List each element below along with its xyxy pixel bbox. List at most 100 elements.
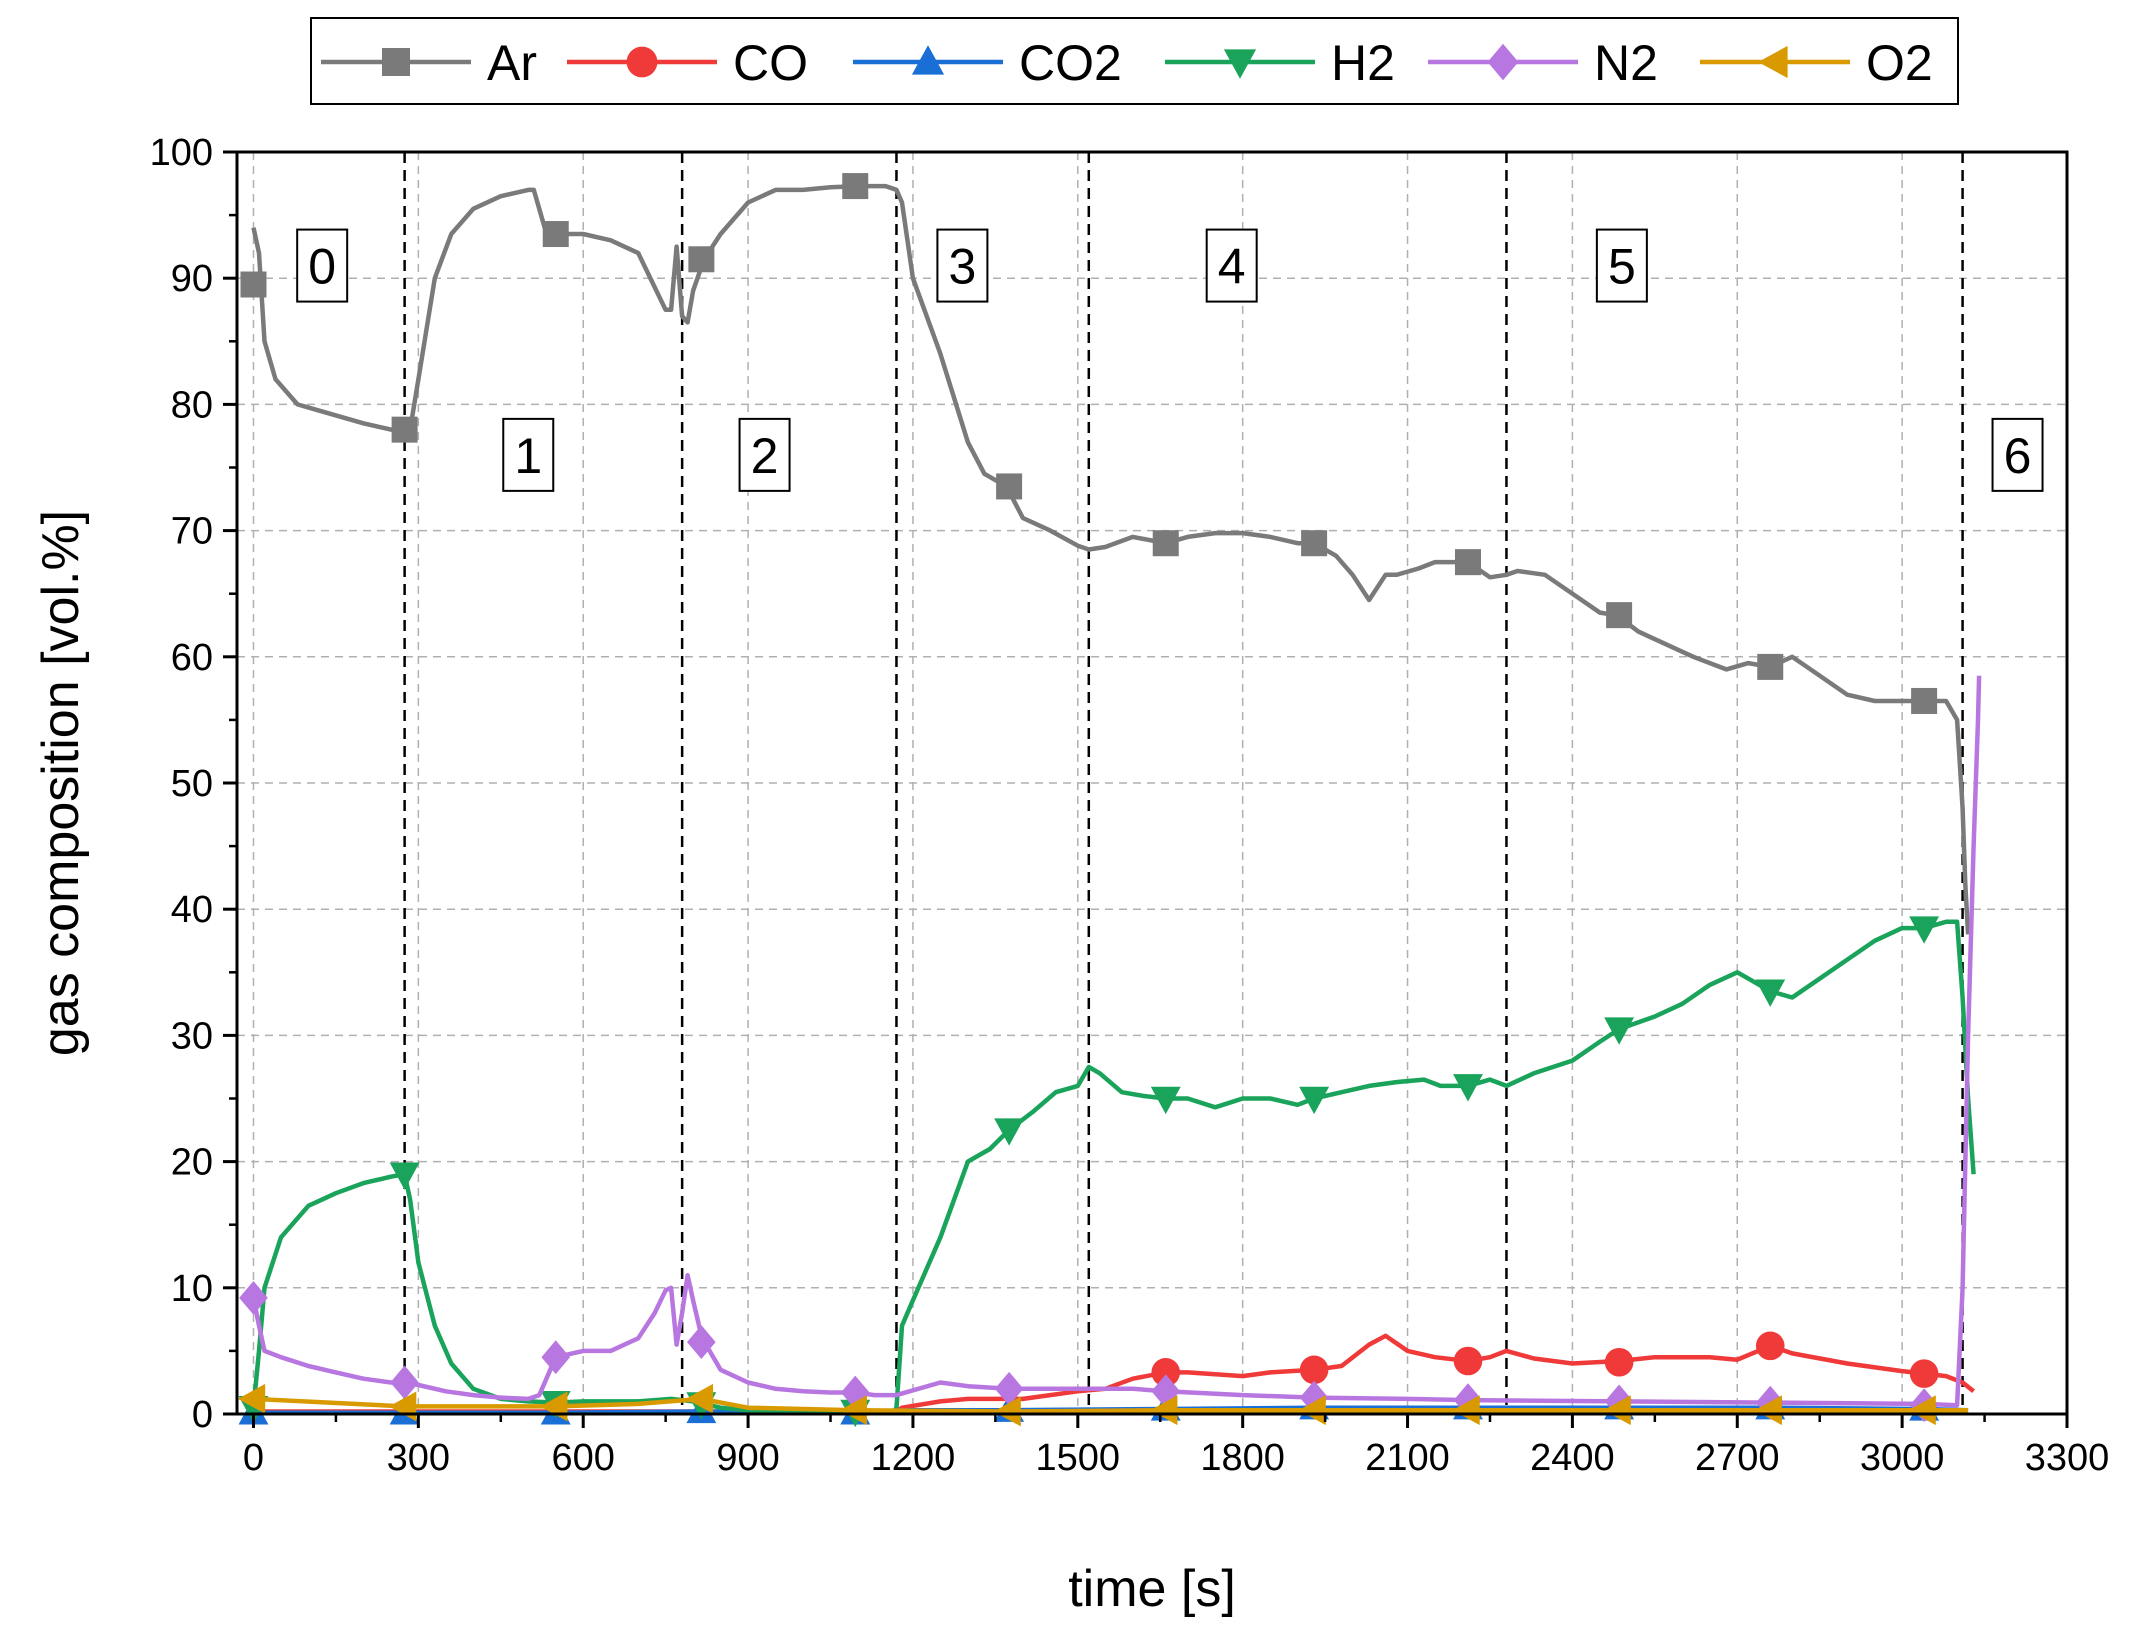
data-point-ar xyxy=(1301,530,1328,557)
data-point-o2 xyxy=(993,1396,1021,1427)
phase-label-1: 1 xyxy=(502,417,555,492)
data-point-h2 xyxy=(1909,916,1940,944)
phase-label-box xyxy=(1991,417,2044,492)
data-point-h2 xyxy=(1604,1017,1635,1045)
legend: Ar CO CO2 H2 N2 O2 xyxy=(310,17,1959,105)
data-point-n2 xyxy=(687,1325,716,1359)
x-axis-title: time [s] xyxy=(1068,1560,1236,1618)
phase-label-text: 5 xyxy=(1608,239,1636,295)
y-tick-label: 0 xyxy=(192,1394,213,1436)
x-tick-label: 3000 xyxy=(1860,1437,1945,1479)
phase-label-6: 6 xyxy=(1991,417,2044,492)
y-tick-label: 20 xyxy=(171,1142,213,1184)
phase-label-5: 5 xyxy=(1595,228,1648,303)
series-line-ar xyxy=(251,183,1971,935)
series-line-h2 xyxy=(251,919,1976,1414)
series-ar xyxy=(240,173,1971,935)
data-point-ar xyxy=(842,173,869,200)
x-tick-label: 2400 xyxy=(1530,1437,1615,1479)
legend-marker-h2 xyxy=(1223,49,1257,79)
data-point-n2 xyxy=(390,1365,419,1400)
data-point-o2 xyxy=(1754,1395,1782,1426)
y-tick-label: 10 xyxy=(171,1268,213,1310)
legend-item-co: CO xyxy=(567,35,808,91)
data-point-h2 xyxy=(389,1162,420,1190)
data-point-o2 xyxy=(1298,1395,1326,1426)
y-tick-label: 70 xyxy=(171,511,213,553)
series-co xyxy=(253,1331,1976,1414)
phase-label-box xyxy=(1595,228,1648,303)
data-point-ar xyxy=(1454,549,1481,576)
data-point-co xyxy=(1151,1358,1181,1387)
legend-marker-co xyxy=(626,46,658,78)
data-point-n2 xyxy=(541,1340,571,1375)
legend-label: O2 xyxy=(1866,35,1933,91)
data-point-ar xyxy=(240,271,267,298)
x-tick-label: 900 xyxy=(716,1437,779,1479)
phase-label-3: 3 xyxy=(936,228,989,303)
phase-label-text: 3 xyxy=(948,239,976,295)
phase-label-text: 4 xyxy=(1218,239,1246,295)
data-point-n2 xyxy=(239,1280,268,1315)
data-point-co xyxy=(1299,1355,1329,1385)
phase-label-text: 1 xyxy=(514,428,542,484)
phase-label-box xyxy=(296,228,349,303)
data-point-ar xyxy=(1757,653,1784,680)
y-axis-title: gas composition [vol.%] xyxy=(32,510,90,1056)
data-point-co xyxy=(1909,1359,1939,1388)
data-point-ar xyxy=(1606,602,1633,629)
x-tick-label: 1200 xyxy=(871,1437,956,1479)
data-point-n2 xyxy=(994,1371,1024,1406)
data-point-h2 xyxy=(1755,979,1786,1007)
data-point-n2 xyxy=(840,1375,870,1410)
legend-item-ar: Ar xyxy=(321,35,537,91)
phase-label-box xyxy=(738,417,791,492)
phase-label-2: 2 xyxy=(738,417,791,492)
phase-label-0: 0 xyxy=(296,228,349,303)
legend-label: N2 xyxy=(1594,35,1658,91)
series-line-co xyxy=(253,1333,1976,1414)
data-point-o2 xyxy=(1150,1395,1178,1426)
y-tick-label: 40 xyxy=(171,889,213,931)
x-tick-label: 3300 xyxy=(2025,1437,2110,1479)
y-tick-label: 50 xyxy=(171,763,213,805)
x-tick-label: 1500 xyxy=(1036,1437,1121,1479)
legend-marker-co2 xyxy=(911,45,945,75)
legend-marker-o2 xyxy=(1758,45,1788,79)
data-point-ar xyxy=(996,473,1023,500)
y-tick-label: 100 xyxy=(150,132,213,174)
x-tick-label: 600 xyxy=(552,1437,615,1479)
data-point-ar xyxy=(391,416,418,443)
data-point-o2 xyxy=(237,1383,266,1414)
phase-label-box xyxy=(502,417,555,492)
legend-item-h2: H2 xyxy=(1165,35,1395,91)
phase-label-text: 2 xyxy=(751,428,779,484)
phase-label-text: 0 xyxy=(308,239,336,295)
series-line-n2 xyxy=(251,675,1982,1408)
data-point-co xyxy=(1604,1347,1634,1377)
data-point-h2 xyxy=(1453,1074,1483,1102)
x-tick-label: 0 xyxy=(243,1437,264,1479)
series-o2 xyxy=(237,1383,1969,1427)
data-point-ar xyxy=(542,221,569,248)
data-point-o2 xyxy=(1908,1395,1936,1426)
legend-label: CO2 xyxy=(1019,35,1122,91)
data-point-h2 xyxy=(1150,1086,1181,1115)
phase-label-4: 4 xyxy=(1205,228,1258,303)
data-point-h2 xyxy=(1299,1086,1330,1115)
grid xyxy=(237,151,2068,1415)
data-point-co xyxy=(1755,1331,1785,1361)
series-h2 xyxy=(238,916,1976,1428)
data-point-o2 xyxy=(839,1395,867,1426)
phase-label-box xyxy=(1205,228,1258,303)
y-tick-label: 60 xyxy=(171,637,213,679)
data-point-o2 xyxy=(1452,1395,1480,1426)
legend-label: Ar xyxy=(487,35,537,91)
phase-label-box xyxy=(936,228,989,303)
legend-marker-n2 xyxy=(1487,43,1519,81)
legend-item-o2: O2 xyxy=(1700,35,1933,91)
x-tick-label: 2100 xyxy=(1365,1437,1450,1479)
data-series xyxy=(237,173,1982,1428)
data-point-ar xyxy=(688,246,715,273)
